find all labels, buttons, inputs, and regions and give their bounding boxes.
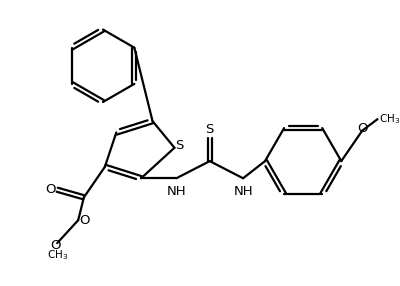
Text: O: O xyxy=(80,214,90,227)
Text: O: O xyxy=(357,122,368,135)
Text: CH$_3$: CH$_3$ xyxy=(46,248,68,262)
Text: NH: NH xyxy=(233,185,253,198)
Text: O: O xyxy=(50,239,60,253)
Text: CH$_3$: CH$_3$ xyxy=(380,112,400,126)
Text: NH: NH xyxy=(166,185,186,198)
Text: S: S xyxy=(206,123,214,136)
Text: S: S xyxy=(175,139,184,152)
Text: O: O xyxy=(45,183,56,196)
